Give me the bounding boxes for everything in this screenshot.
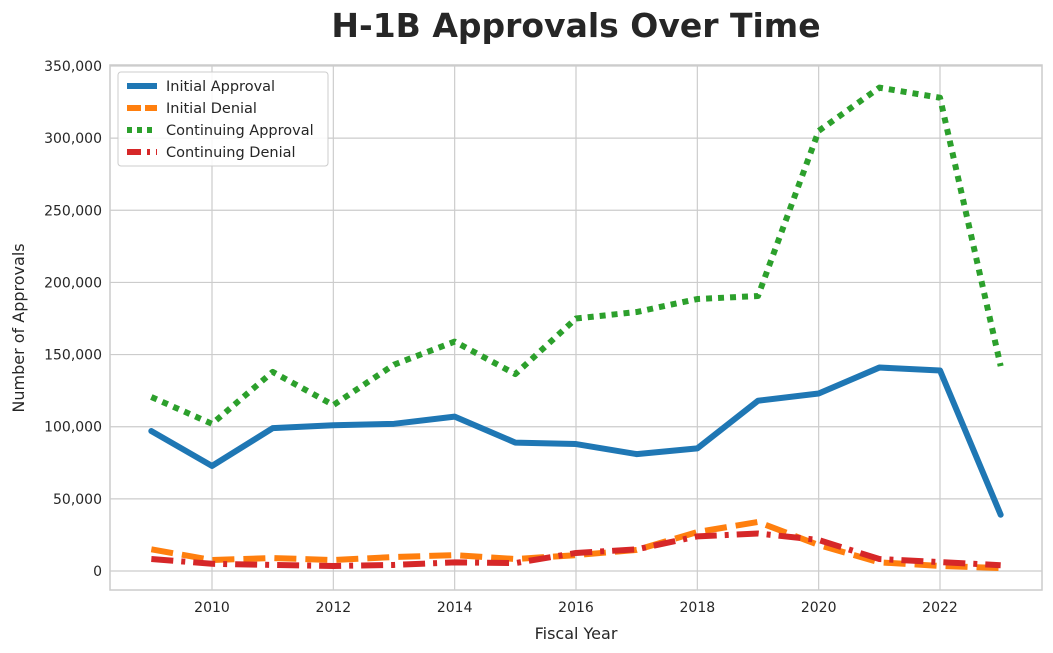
y-tick-label: 200,000 (44, 275, 102, 291)
x-axis-label: Fiscal Year (535, 624, 618, 643)
x-tick-label: 2014 (437, 600, 473, 616)
y-tick-label: 150,000 (44, 348, 102, 364)
series-line-initial-denial (150, 518, 1001, 572)
plot-frame (109, 64, 1043, 591)
legend-label: Continuing Denial (166, 145, 296, 161)
y-tick-label: 300,000 (44, 131, 102, 147)
y-tick-label: 250,000 (44, 203, 102, 219)
series-line-continuing-denial (151, 530, 1001, 569)
x-tick-label: 2022 (922, 600, 958, 616)
legend: Initial Approval Initial Denial Continuing… (117, 71, 329, 167)
legend-label: Initial Denial (166, 101, 257, 117)
x-tick-label: 2016 (558, 600, 594, 616)
legend-box (117, 71, 329, 167)
y-tick-label: 100,000 (44, 420, 102, 436)
series-line-continuing-approval (150, 84, 1004, 427)
legend-label: Initial Approval (166, 79, 275, 95)
legend-label: Continuing Approval (166, 123, 314, 139)
x-tick-label: 2018 (680, 600, 716, 616)
x-tick-label: 2010 (194, 600, 230, 616)
y-axis-label: Number of Approvals (9, 243, 28, 412)
y-tick-label: 0 (93, 564, 102, 580)
y-tick-label: 50,000 (53, 492, 102, 508)
x-tick-label: 2020 (801, 600, 837, 616)
y-tick-label: 350,000 (44, 59, 102, 75)
x-tick-label: 2012 (316, 600, 352, 616)
chart-title: H-1B Approvals Over Time (331, 6, 820, 45)
series-line-initial-approval (148, 364, 1004, 518)
